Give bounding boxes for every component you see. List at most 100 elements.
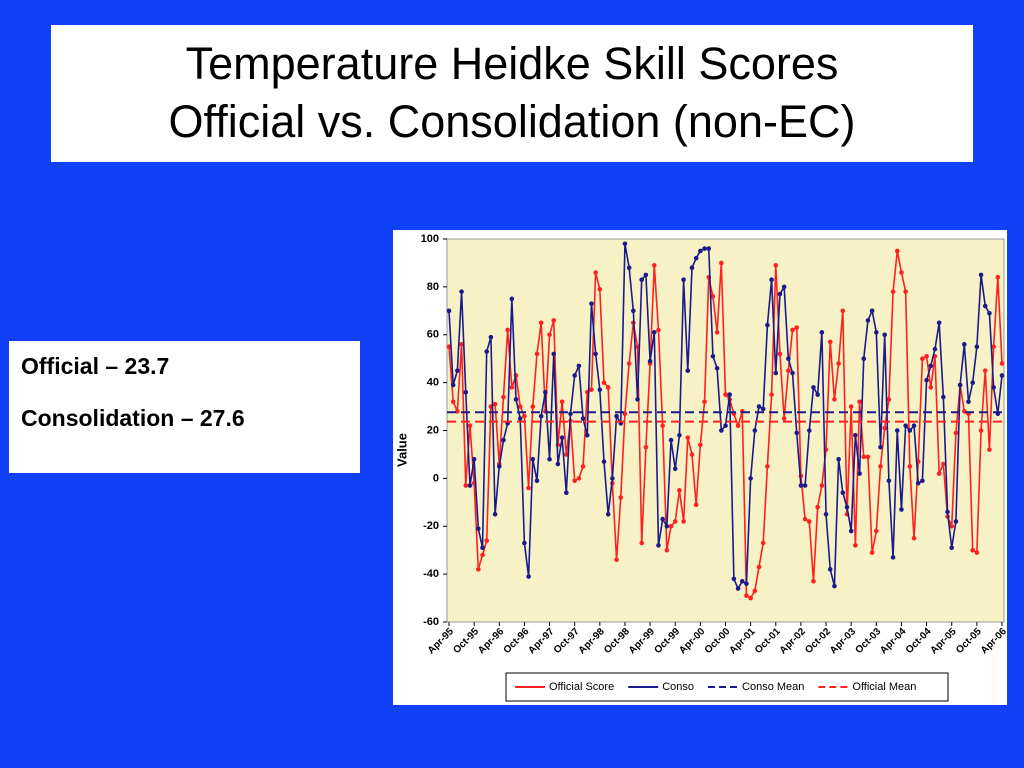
series-marker: [995, 275, 1001, 280]
series-marker: [551, 318, 557, 323]
y-axis-label: Value: [394, 433, 409, 467]
series-marker: [874, 528, 879, 534]
series-marker: [467, 423, 473, 429]
series-marker: [777, 351, 783, 357]
series-marker: [677, 432, 682, 438]
legend-box: [505, 672, 949, 702]
series-marker: [501, 437, 506, 443]
series-marker: [476, 567, 481, 572]
series-marker: [945, 509, 950, 515]
series-marker: [685, 368, 691, 373]
series-marker: [547, 456, 552, 462]
series-marker: [794, 325, 800, 330]
series-marker: [953, 519, 959, 524]
series-marker: [597, 286, 603, 292]
series-marker: [932, 346, 938, 352]
series-marker: [752, 428, 758, 433]
plot-area: [446, 238, 1005, 623]
text-line: Consolidation – 27.6: [21, 405, 245, 431]
series-marker: [899, 507, 904, 512]
series-marker: [710, 294, 716, 299]
series-marker: [974, 344, 980, 350]
series-marker: [492, 401, 498, 407]
series-marker: [584, 432, 590, 438]
series-marker: [610, 476, 615, 481]
series-marker: [903, 289, 908, 294]
series-marker: [790, 327, 795, 333]
series-marker: [651, 330, 657, 335]
series-marker: [769, 277, 774, 282]
series-marker: [647, 358, 653, 364]
series-marker: [517, 404, 523, 409]
series-marker: [689, 265, 695, 271]
series-marker: [564, 490, 569, 496]
series-marker: [924, 377, 929, 383]
series-marker: [949, 523, 955, 529]
series-marker: [999, 361, 1005, 366]
series-marker: [744, 581, 749, 586]
chart: Value -60-40-20020406080100Apr-95Oct-95A…: [393, 230, 1007, 705]
series-marker: [631, 308, 636, 314]
series-marker: [874, 330, 879, 335]
series-marker: [555, 461, 561, 467]
y-tick-label: 100: [421, 233, 439, 245]
series-marker: [459, 342, 464, 347]
series-marker: [626, 361, 632, 366]
series-marker: [559, 435, 565, 440]
series-marker: [480, 545, 485, 551]
series-marker: [455, 409, 460, 414]
series-marker: [777, 291, 783, 297]
series-marker: [672, 519, 678, 524]
series-marker: [941, 461, 946, 467]
series-marker: [505, 327, 510, 333]
title-box: Temperature Heidke Skill Scores Official…: [51, 25, 973, 162]
series-marker: [978, 428, 984, 433]
series-marker: [999, 373, 1005, 378]
series-marker: [886, 397, 892, 402]
series-marker: [702, 399, 707, 405]
series-marker: [605, 511, 611, 517]
series-marker: [907, 428, 913, 433]
series-marker: [660, 516, 665, 522]
series-marker: [668, 523, 674, 529]
series-marker: [538, 413, 544, 419]
series-marker: [651, 263, 657, 268]
series-marker: [832, 397, 837, 402]
series-marker: [920, 356, 925, 361]
series-marker: [987, 310, 992, 316]
series-marker: [714, 330, 720, 335]
series-marker: [786, 368, 791, 373]
series-marker: [656, 327, 661, 333]
series-marker: [802, 483, 808, 488]
series-marker: [576, 363, 582, 369]
series-marker: [823, 511, 829, 517]
series-marker: [756, 404, 762, 409]
series-marker: [899, 270, 904, 275]
series-marker: [970, 547, 975, 553]
series-marker: [450, 382, 456, 388]
series-marker: [786, 356, 791, 361]
series-marker: [936, 320, 942, 326]
series-marker: [723, 423, 728, 429]
text-box: Official – 23.7 Consolidation – 27.6: [9, 341, 360, 473]
series-marker: [748, 476, 753, 481]
legend-label: Official Mean: [852, 681, 916, 693]
series-marker: [459, 289, 464, 294]
series-marker: [765, 322, 770, 328]
series-marker: [886, 478, 892, 484]
series-marker: [677, 488, 682, 493]
series-marker: [832, 583, 837, 589]
series-marker: [907, 464, 913, 469]
title-line: Official vs. Consolidation (non-EC): [168, 96, 856, 147]
series-marker: [564, 452, 569, 457]
series-marker: [911, 423, 917, 429]
legend-label: Conso Mean: [742, 681, 804, 693]
y-tick-label: -60: [423, 616, 439, 628]
series-marker: [890, 555, 896, 560]
y-tick-label: 80: [427, 281, 439, 293]
series-marker: [882, 425, 887, 431]
series-marker: [806, 519, 812, 524]
series-marker: [760, 540, 766, 546]
series-marker: [928, 385, 934, 390]
series-marker: [991, 344, 996, 350]
